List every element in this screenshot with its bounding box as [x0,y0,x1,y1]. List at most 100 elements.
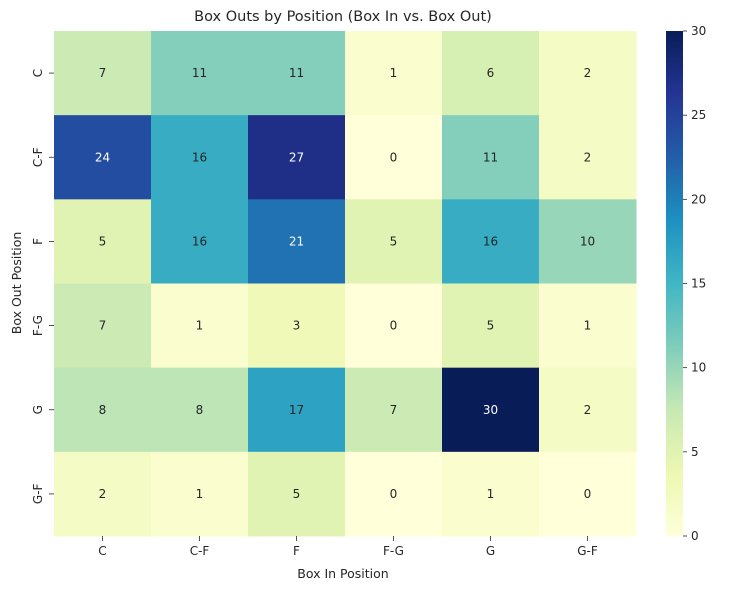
y-axis-ticks: C C-F F F-G G G-F [31,69,54,504]
heatmap-cell [54,451,152,537]
colorbar-tick-label: 30 [691,24,706,38]
heatmap-cell [54,31,152,116]
heatmap-cell [442,199,540,284]
heatmap-cell [442,367,540,453]
cell-value-label: 1 [196,319,204,333]
colorbar-tick-label: 20 [691,192,706,206]
cell-value-label: 2 [584,403,592,417]
cell-value-label: 30 [483,403,498,417]
cell-value-label: 0 [390,319,398,333]
cell-value-label: 5 [487,319,495,333]
colorbar-tick-label: 10 [691,361,706,375]
cell-value-label: 3 [293,319,301,333]
cell-value-label: 16 [192,234,207,248]
colorbar-tick-label: 25 [691,108,706,122]
heatmap-cell [151,283,249,369]
heatmap-cell [248,199,346,284]
colorbar-tick-label: 0 [691,529,699,543]
cell-value-label: 0 [390,150,398,164]
cell-value-label: 16 [192,150,207,164]
heatmap-cell [248,31,346,116]
cell-value-label: 1 [584,319,592,333]
cell-value-label: 2 [99,487,107,501]
y-tick-label: F [31,238,45,245]
cell-value-label: 7 [99,319,107,333]
heatmap-cell [345,31,443,116]
heatmap-cell [442,115,540,200]
heatmap-cell [54,367,152,453]
colorbar-tick-label: 5 [691,445,699,459]
x-axis-label: Box In Position [297,566,388,581]
heatmap-cell [442,451,540,537]
cell-value-label: 5 [99,234,107,248]
x-tick-label: G-F [577,544,598,558]
colorbar-ticks: 0 5 10 15 20 25 30 [683,24,706,543]
cell-value-label: 8 [196,403,204,417]
heatmap-cell [539,199,637,284]
cell-value-label: 7 [99,66,107,80]
y-tick-label: G-F [31,484,45,505]
y-tick-label: F-G [31,315,45,336]
chart-title: Box Outs by Position (Box In vs. Box Out… [194,9,492,25]
cell-value-label: 27 [289,150,304,164]
cell-value-label: 21 [289,234,304,248]
y-tick-label: C [31,69,45,77]
cell-value-label: 11 [483,150,498,164]
heatmap-cell [248,367,346,453]
y-axis-label: Box Out Position [9,232,24,335]
heatmap-cell [345,115,443,200]
heatmap-cell [539,451,637,537]
heatmap-cell [345,199,443,284]
cell-value-label: 17 [289,403,304,417]
heatmap-cell [345,451,443,537]
heatmap-cell [345,283,443,369]
cell-value-label: 11 [192,66,207,80]
heatmap-cell [151,367,249,453]
cell-value-label: 5 [390,234,398,248]
heatmap-cell [248,115,346,200]
cell-value-label: 0 [584,487,592,501]
heatmap-cell [539,115,637,200]
cell-value-label: 1 [196,487,204,501]
y-tick-label: C-F [31,147,45,167]
heatmap-cell [151,451,249,537]
heatmap-cell [539,31,637,116]
colorbar [666,31,683,536]
heatmap-cell [248,283,346,369]
x-tick-label: C [98,544,106,558]
cell-value-label: 7 [390,403,398,417]
heatmap-cell [248,451,346,537]
x-tick-label: G [486,544,495,558]
heatmap-cell [151,31,249,116]
cell-value-label: 10 [580,234,595,248]
cell-value-label: 2 [584,66,592,80]
y-tick-label: G [31,405,45,414]
cell-value-label: 8 [99,403,107,417]
heatmap-cells [54,31,637,537]
cell-value-label: 1 [487,487,495,501]
x-axis-ticks: C C-F F F-G G G-F [98,536,598,558]
heatmap-cell [442,31,540,116]
cell-value-label: 5 [293,487,301,501]
heatmap-cell [54,115,152,200]
heatmap-cell [54,283,152,369]
cell-value-label: 0 [390,487,398,501]
cell-value-label: 2 [584,150,592,164]
colorbar-tick-label: 15 [691,277,706,291]
cell-value-label: 16 [483,234,498,248]
x-tick-label: F-G [383,544,404,558]
cell-value-label: 24 [95,150,110,164]
heatmap-cell [151,115,249,200]
heatmap-cell [345,367,443,453]
cell-value-label: 6 [487,66,495,80]
cell-value-label: 1 [390,66,398,80]
heatmap-cell [151,199,249,284]
heatmap-cell [539,283,637,369]
heatmap-cell [54,199,152,284]
heatmap-cell-labels: 7 11 11 1 6 224 16 27 0 11 25 16 21 5 16 107 1 3 0 5 18 8 17 7 3… [95,66,595,501]
x-tick-label: F [293,544,300,558]
heatmap-cell [442,283,540,369]
x-tick-label: C-F [190,544,210,558]
cell-value-label: 11 [289,66,304,80]
